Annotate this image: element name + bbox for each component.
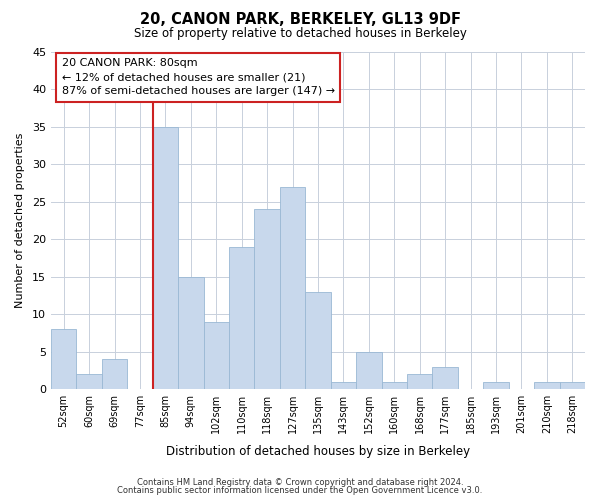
Bar — [76, 374, 102, 389]
Bar — [178, 276, 203, 389]
Bar — [305, 292, 331, 389]
Bar — [102, 359, 127, 389]
Bar — [280, 186, 305, 389]
Bar — [229, 246, 254, 389]
Text: 20, CANON PARK, BERKELEY, GL13 9DF: 20, CANON PARK, BERKELEY, GL13 9DF — [139, 12, 461, 28]
X-axis label: Distribution of detached houses by size in Berkeley: Distribution of detached houses by size … — [166, 444, 470, 458]
Bar — [483, 382, 509, 389]
Bar — [407, 374, 433, 389]
Bar — [356, 352, 382, 389]
Bar — [382, 382, 407, 389]
Bar — [433, 366, 458, 389]
Bar — [51, 329, 76, 389]
Text: Contains public sector information licensed under the Open Government Licence v3: Contains public sector information licen… — [118, 486, 482, 495]
Text: 20 CANON PARK: 80sqm
← 12% of detached houses are smaller (21)
87% of semi-detac: 20 CANON PARK: 80sqm ← 12% of detached h… — [62, 58, 335, 96]
Bar — [254, 209, 280, 389]
Y-axis label: Number of detached properties: Number of detached properties — [15, 132, 25, 308]
Bar — [560, 382, 585, 389]
Bar — [534, 382, 560, 389]
Text: Contains HM Land Registry data © Crown copyright and database right 2024.: Contains HM Land Registry data © Crown c… — [137, 478, 463, 487]
Bar — [331, 382, 356, 389]
Bar — [203, 322, 229, 389]
Bar — [152, 126, 178, 389]
Text: Size of property relative to detached houses in Berkeley: Size of property relative to detached ho… — [134, 26, 466, 40]
